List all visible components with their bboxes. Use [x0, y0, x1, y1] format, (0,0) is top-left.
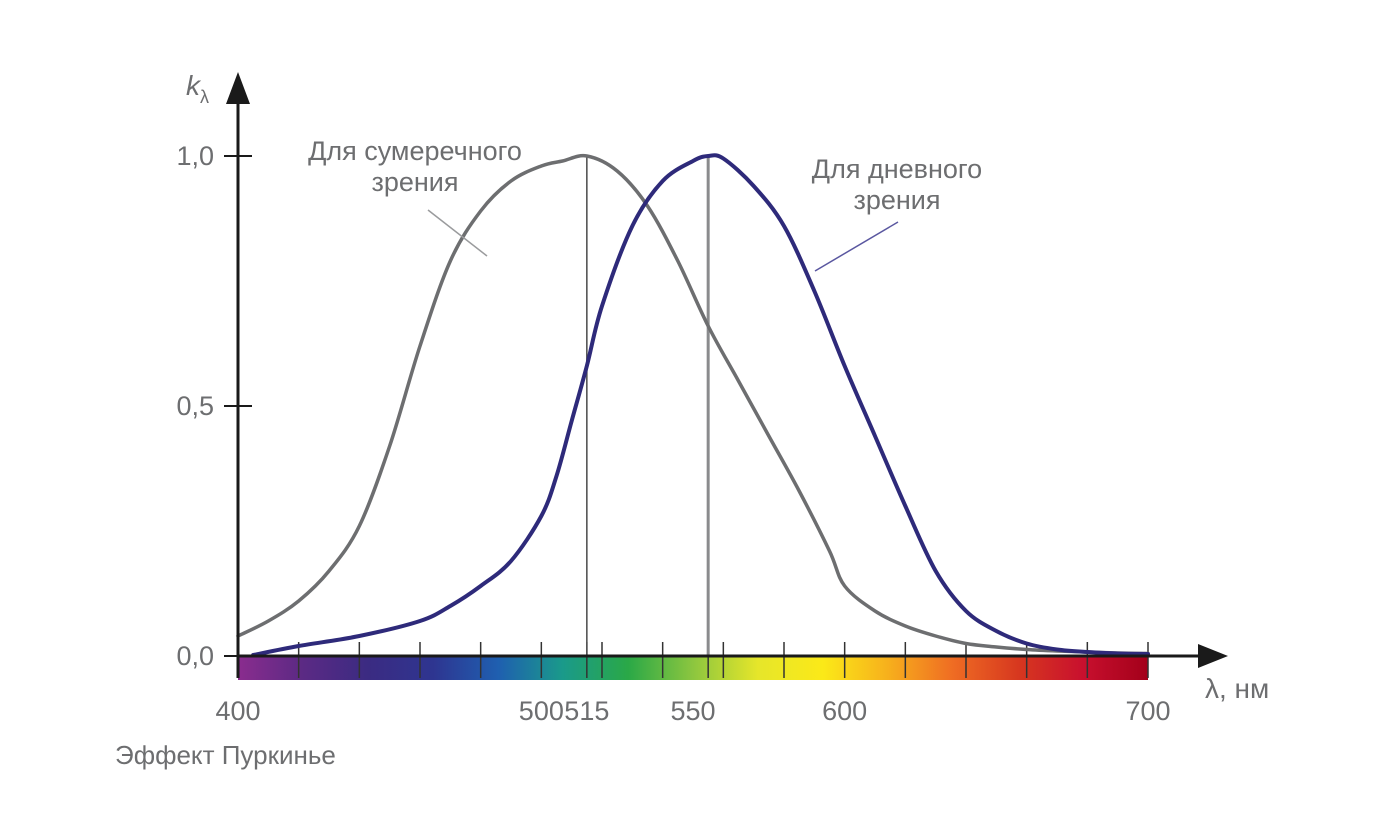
x-tick-label: 700	[1125, 696, 1170, 726]
figure-caption: Эффект Пуркинье	[115, 740, 336, 770]
x-tick-label: 400	[215, 696, 260, 726]
y-axis-label-subscript: λ	[200, 87, 209, 107]
spectrum-bar-group	[238, 656, 1148, 680]
y-axis-label: kλ	[186, 70, 209, 107]
x-tick-label: 500	[519, 696, 564, 726]
annotation-day-vision: Для дневного зрения	[812, 154, 982, 215]
annotation-line: Для дневного	[812, 154, 982, 184]
y-axis-arrow	[226, 72, 250, 104]
series-day-vision-line	[251, 153, 1150, 657]
annotation-line: зрения	[853, 185, 940, 215]
axes	[226, 72, 1228, 678]
annotations: Для сумеречного зрения Для дневного зрения	[308, 136, 982, 272]
y-ticks: 0,0 0,5 1,0	[176, 141, 252, 671]
x-axis-arrow	[1198, 644, 1228, 668]
series-lines	[236, 153, 1150, 657]
x-tick-label: 515	[564, 696, 609, 726]
y-tick-label: 1,0	[176, 141, 214, 171]
leader-line-day	[814, 221, 899, 272]
leader-line-twilight	[427, 209, 488, 257]
annotation-line: Для сумеречного	[308, 136, 522, 166]
annotation-line: зрения	[371, 167, 458, 197]
x-tick-label: 550	[670, 696, 715, 726]
y-tick-label: 0,5	[176, 391, 214, 421]
x-axis-label: λ, нм	[1205, 673, 1269, 704]
peak-markers	[586, 156, 710, 656]
annotation-twilight-vision: Для сумеречного зрения	[308, 136, 522, 197]
minor-ticks	[237, 642, 1149, 678]
x-tick-label: 600	[822, 696, 867, 726]
y-axis-label-main: k	[186, 70, 202, 101]
x-tick-labels: 400 500 515 550 600 700	[215, 696, 1170, 726]
y-tick-label: 0,0	[176, 641, 214, 671]
spectrum-bar	[238, 656, 1148, 680]
series-twilight-vision-line	[236, 153, 1150, 656]
